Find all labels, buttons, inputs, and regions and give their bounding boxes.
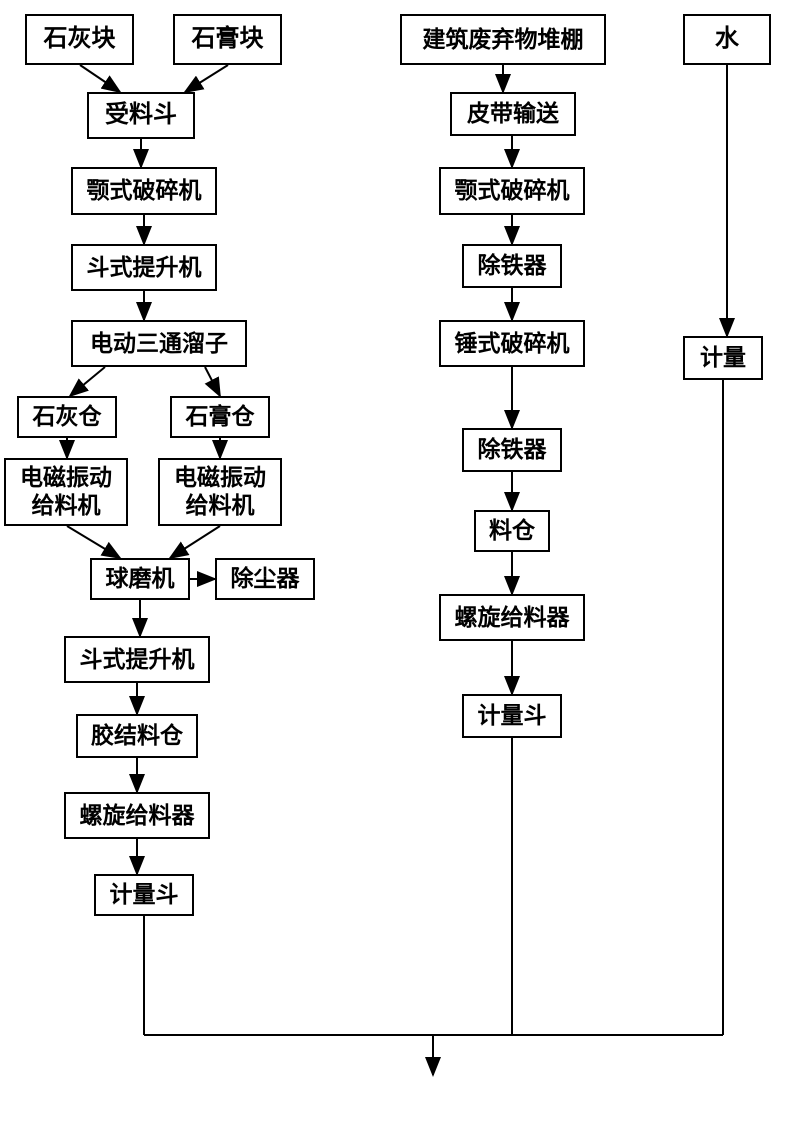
edge-1 — [185, 65, 228, 92]
node-n7: 石灰仓 — [17, 396, 117, 438]
edge-10 — [170, 526, 220, 558]
edge-0 — [80, 65, 120, 92]
node-n1: 石灰块 — [25, 14, 134, 65]
node-n12: 螺旋给料器 — [64, 792, 210, 839]
node-n9: 球磨机 — [90, 558, 190, 600]
node-n4: 颚式破碎机 — [71, 167, 217, 215]
node-n7b: 石膏仓 — [170, 396, 270, 438]
node-m2: 皮带输送 — [450, 92, 576, 136]
node-m4: 除铁器 — [462, 244, 562, 288]
node-m3: 颚式破碎机 — [439, 167, 585, 215]
node-n8: 电磁振动 给料机 — [4, 458, 128, 526]
node-n9b: 除尘器 — [215, 558, 315, 600]
edge-5 — [70, 367, 105, 396]
node-m7: 料仓 — [474, 510, 550, 552]
node-m5: 锤式破碎机 — [439, 320, 585, 367]
node-n13: 计量斗 — [94, 874, 194, 916]
node-m9: 计量斗 — [462, 694, 562, 738]
node-n11: 胶结料仓 — [76, 714, 198, 758]
node-n3: 受料斗 — [87, 92, 195, 139]
node-w1: 水 — [683, 14, 771, 65]
node-m1: 建筑废弃物堆棚 — [400, 14, 606, 65]
node-n8b: 电磁振动 给料机 — [158, 458, 282, 526]
node-m6: 除铁器 — [462, 428, 562, 472]
node-n2: 石膏块 — [173, 14, 282, 65]
node-n6: 电动三通溜子 — [71, 320, 247, 367]
edge-6 — [205, 367, 220, 396]
node-m8: 螺旋给料器 — [439, 594, 585, 641]
node-w2: 计量 — [683, 336, 763, 380]
node-n10: 斗式提升机 — [64, 636, 210, 683]
node-n5: 斗式提升机 — [71, 244, 217, 291]
edge-9 — [67, 526, 120, 558]
